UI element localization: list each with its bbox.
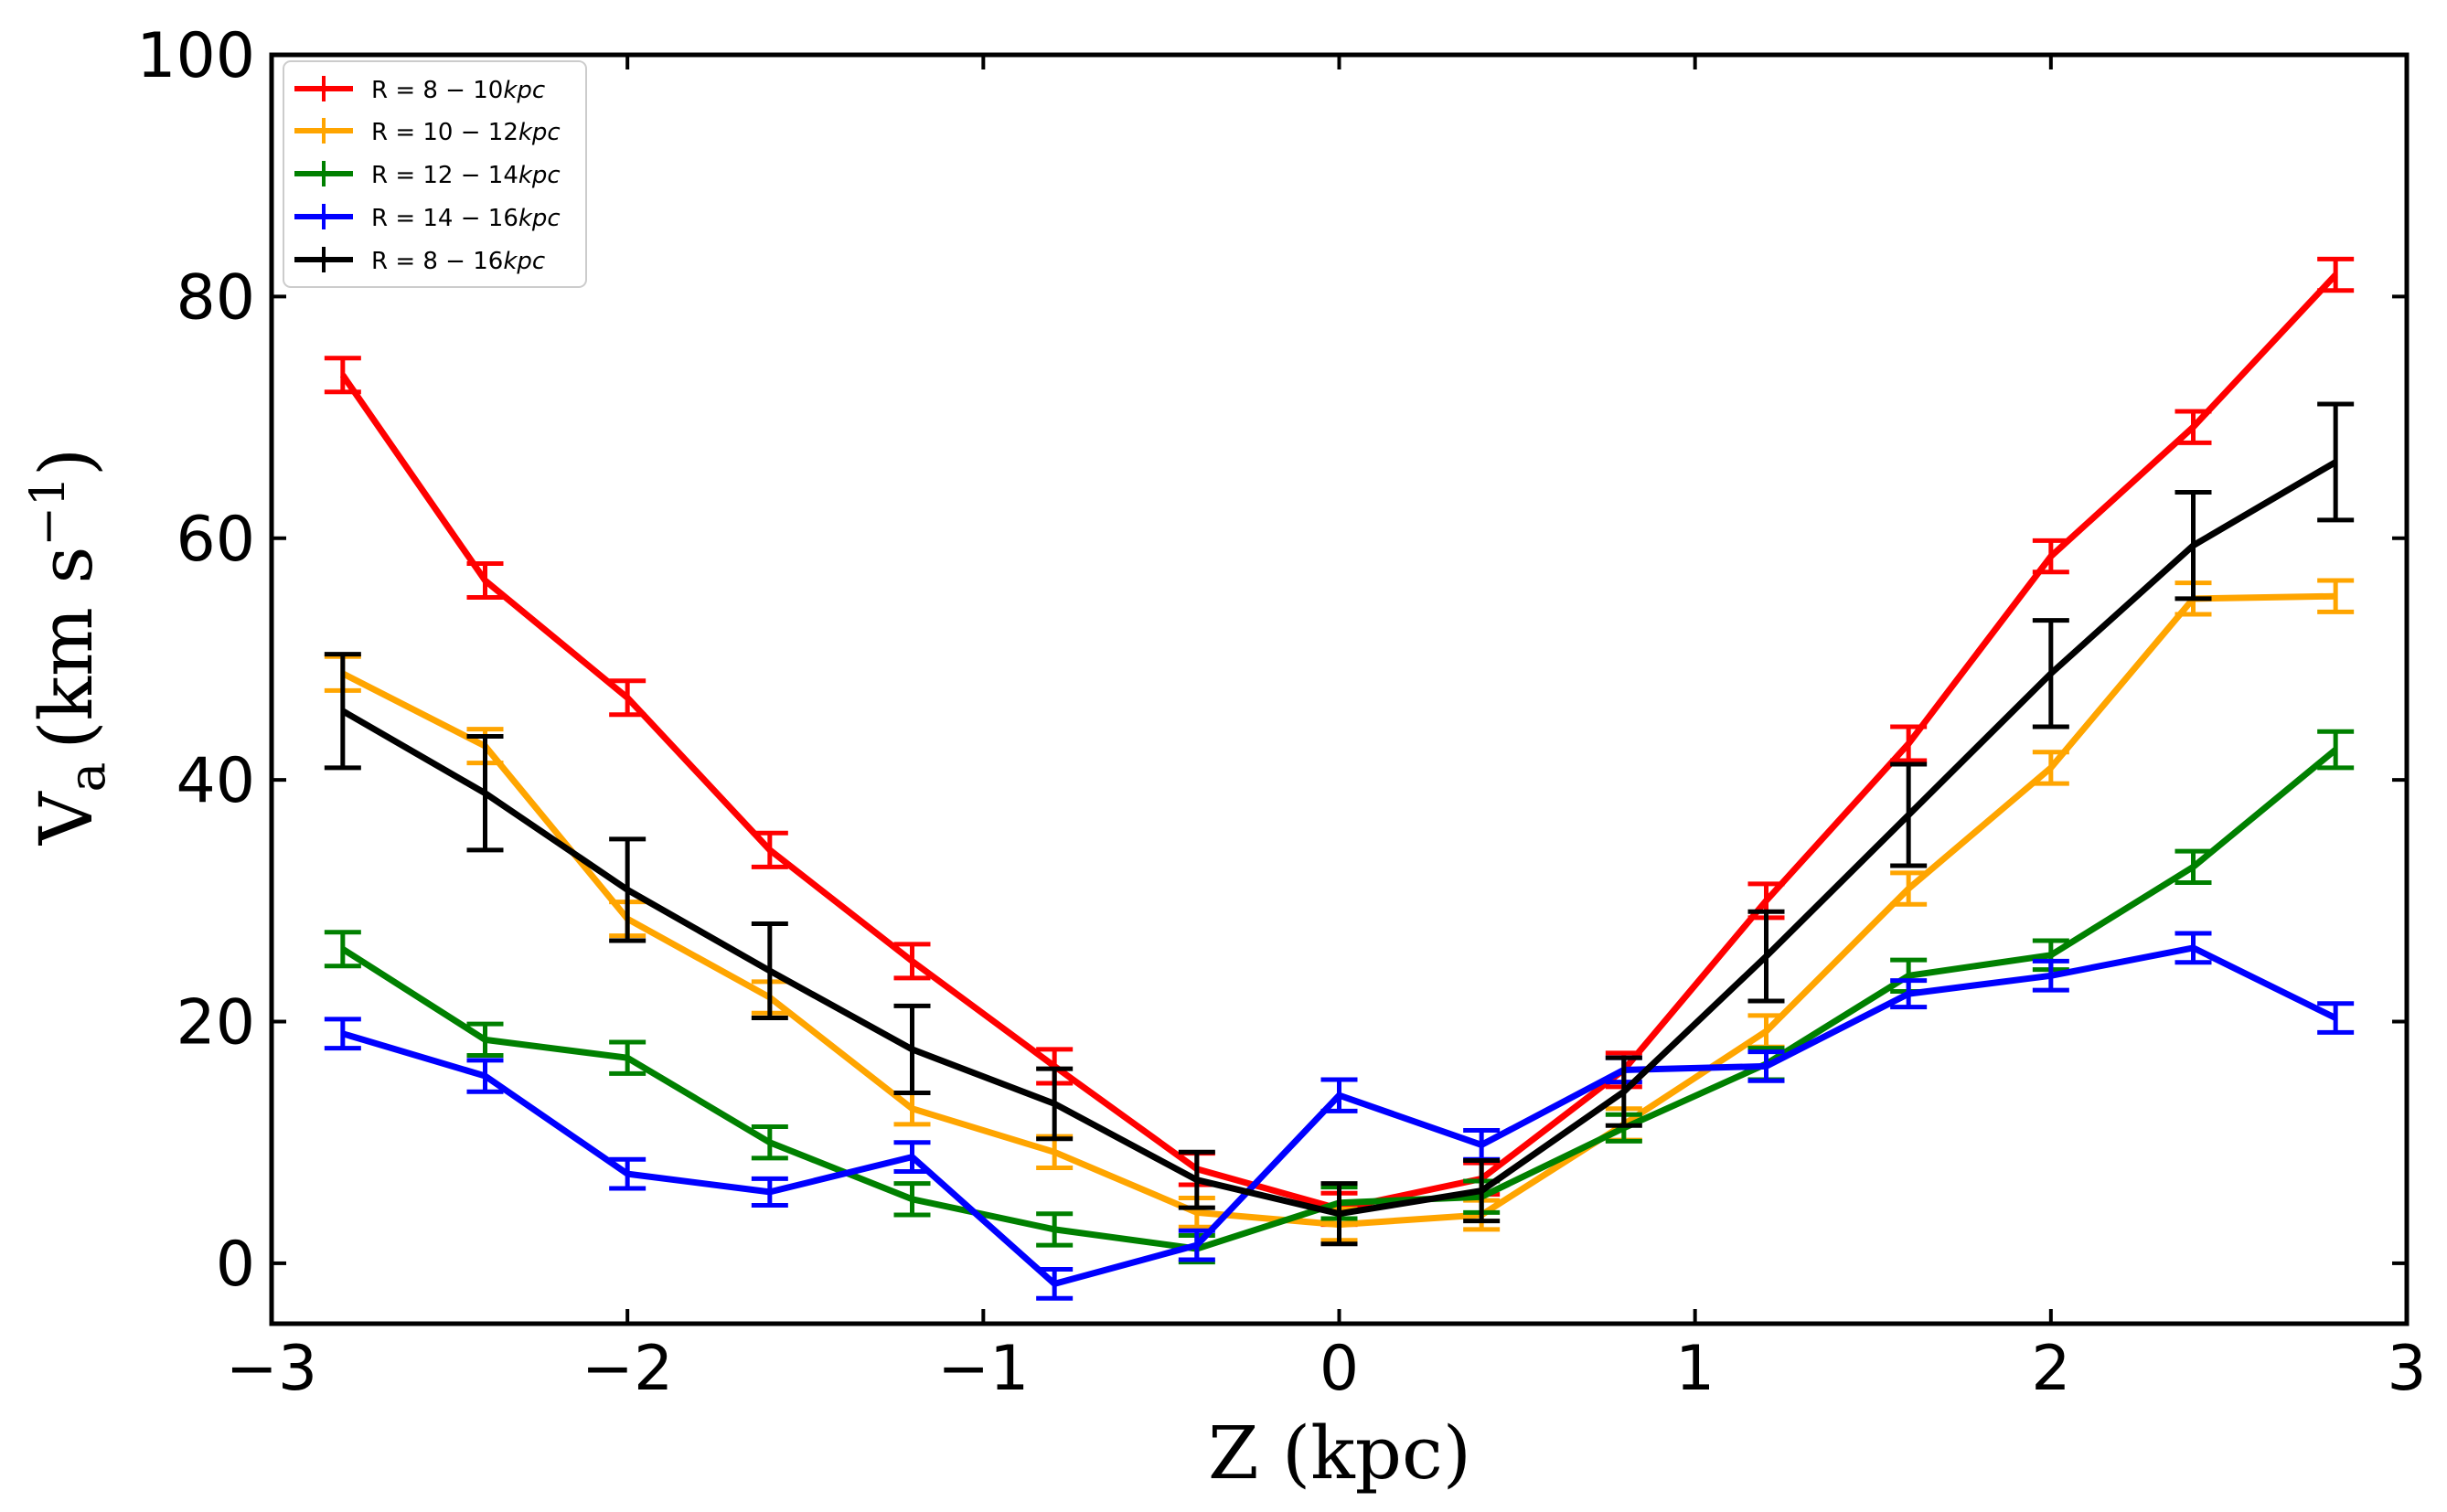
errorbar-3-5: [1036, 1267, 1074, 1301]
legend-label-1-prefix: R = 10 − 12: [371, 119, 518, 146]
legend-label-3-unit: kpc: [518, 205, 561, 232]
errorbar-2-14: [2317, 729, 2355, 771]
errorbar-2-3: [751, 1124, 788, 1161]
errorbar-3-7: [1320, 1077, 1358, 1113]
series-3: [324, 931, 2355, 1301]
errorbar-3-4: [893, 1140, 931, 1174]
errorbar-2-2: [609, 1039, 646, 1076]
errorbar-3-1: [466, 1058, 504, 1094]
x-tick-label-2: −1: [937, 1333, 1029, 1405]
errorbar-3-11: [1890, 978, 1928, 1010]
errorbar-3-13: [2175, 931, 2212, 965]
legend-label-1: R = 10 − 12kpc: [371, 119, 561, 146]
errorbar-2-4: [893, 1181, 931, 1218]
plot-frame: [269, 52, 2410, 1326]
y-tick-label-5: 100: [136, 20, 255, 92]
errorbar-0-4: [893, 942, 931, 981]
errorbar-3-3: [751, 1176, 788, 1208]
errorbar-0-0: [324, 356, 361, 395]
errorbar-4-4: [893, 1003, 931, 1096]
y-tick-label-1: 20: [176, 987, 255, 1059]
y-tick-label-0: 0: [216, 1229, 255, 1301]
legend-label-2-prefix: R = 12 − 14: [371, 162, 518, 189]
errorbar-2-5: [1036, 1211, 1074, 1248]
errorbar-4-1: [466, 734, 504, 853]
legend-entry-4: R = 8 − 16kpc: [294, 247, 545, 275]
errorbar-4-0: [324, 652, 361, 771]
y-tick-label-2: 40: [176, 745, 255, 817]
errorbar-0-3: [751, 830, 788, 869]
errorbar-4-3: [751, 921, 788, 1021]
legend-label-0-unit: kpc: [503, 77, 545, 104]
legend-label-3: R = 14 − 16kpc: [371, 205, 561, 232]
errorbar-0-2: [609, 678, 646, 718]
y-tick-label-3: 60: [176, 504, 255, 576]
legend-label-3-prefix: R = 14 − 16: [371, 205, 518, 232]
errorbar-4-13: [2175, 490, 2212, 602]
y-axis-title-unit: (km s: [24, 547, 109, 750]
y-tick-label-4: 80: [176, 261, 255, 334]
errorbar-4-12: [2032, 618, 2069, 729]
errorbar-3-6: [1178, 1228, 1215, 1262]
legend-label-0: R = 8 − 10kpc: [371, 77, 545, 104]
errorbar-4-5: [1036, 1066, 1074, 1142]
errorbar-3-12: [2032, 958, 2069, 993]
legend-entry-1: R = 10 − 12kpc: [294, 118, 561, 146]
errorbar-1-11: [1890, 870, 1928, 907]
legend-entry-0: R = 8 − 10kpc: [294, 76, 545, 104]
series-4: [324, 401, 2355, 1247]
legend-entry-2: R = 12 − 14kpc: [294, 161, 561, 189]
errorbar-2-0: [324, 930, 361, 969]
legend-label-4-prefix: R = 8 − 16: [371, 248, 503, 275]
axis-ticks: −3 −2 −1 0 1 2 3 0 20 40 60 80 100: [136, 20, 2426, 1405]
x-tick-label-4: 1: [1675, 1333, 1715, 1405]
x-tick-label-3: 0: [1320, 1333, 1359, 1405]
errorbar-3-2: [609, 1156, 646, 1191]
errorbar-0-11: [1890, 724, 1928, 763]
x-axis-title: Z (kpc): [1208, 1411, 1471, 1496]
errorbar-4-6: [1178, 1149, 1215, 1210]
legend-label-1-unit: kpc: [518, 119, 561, 146]
errorbar-1-5: [1036, 1134, 1074, 1170]
plot-marks: [324, 256, 2355, 1301]
x-tick-label-1: −2: [582, 1333, 673, 1405]
y-axis-title-sup: −1: [21, 476, 76, 547]
errorbar-1-12: [2032, 750, 2069, 786]
errorbar-0-1: [466, 561, 504, 601]
errorbar-4-2: [609, 836, 646, 943]
errorbar-2-13: [2175, 848, 2212, 886]
errorbar-3-10: [1747, 1049, 1785, 1083]
legend-label-2-unit: kpc: [518, 162, 561, 189]
legend-label-4: R = 8 − 16kpc: [371, 248, 545, 275]
legend-label-0-prefix: R = 8 − 10: [371, 77, 503, 104]
errorbar-4-7: [1320, 1181, 1358, 1247]
errorbar-1-14: [2317, 578, 2355, 614]
x-tick-label-6: 3: [2387, 1333, 2426, 1405]
errorbar-0-13: [2175, 409, 2212, 445]
errorbar-4-10: [1747, 909, 1785, 1004]
legend-label-2: R = 12 − 14kpc: [371, 162, 561, 189]
errorbar-2-1: [466, 1021, 504, 1059]
errorbar-4-9: [1605, 1055, 1642, 1128]
x-tick-label-0: −3: [226, 1333, 317, 1405]
y-axis-title-main: V: [24, 791, 109, 846]
errorbar-0-12: [2032, 538, 2069, 575]
legend-box: [283, 60, 587, 288]
errorbar-0-14: [2317, 256, 2355, 293]
errorbar-3-0: [324, 1017, 361, 1051]
errorbar-4-8: [1463, 1158, 1501, 1224]
legend-label-4-unit: kpc: [503, 248, 545, 275]
y-axis-title-sub: a: [58, 762, 116, 793]
x-tick-label-5: 2: [2031, 1333, 2070, 1405]
y-axis-title-close: ): [24, 448, 109, 476]
errorbar-4-11: [1890, 761, 1928, 868]
y-axis-title: Va (km s−1): [21, 448, 116, 846]
errorbar-4-14: [2317, 401, 2355, 523]
errorbar-3-14: [2317, 1001, 2355, 1035]
legend: R = 8 − 10kpc R = 10 − 12kpc R = 12 − 14…: [283, 60, 587, 288]
legend-entry-3: R = 14 − 16kpc: [294, 204, 561, 232]
